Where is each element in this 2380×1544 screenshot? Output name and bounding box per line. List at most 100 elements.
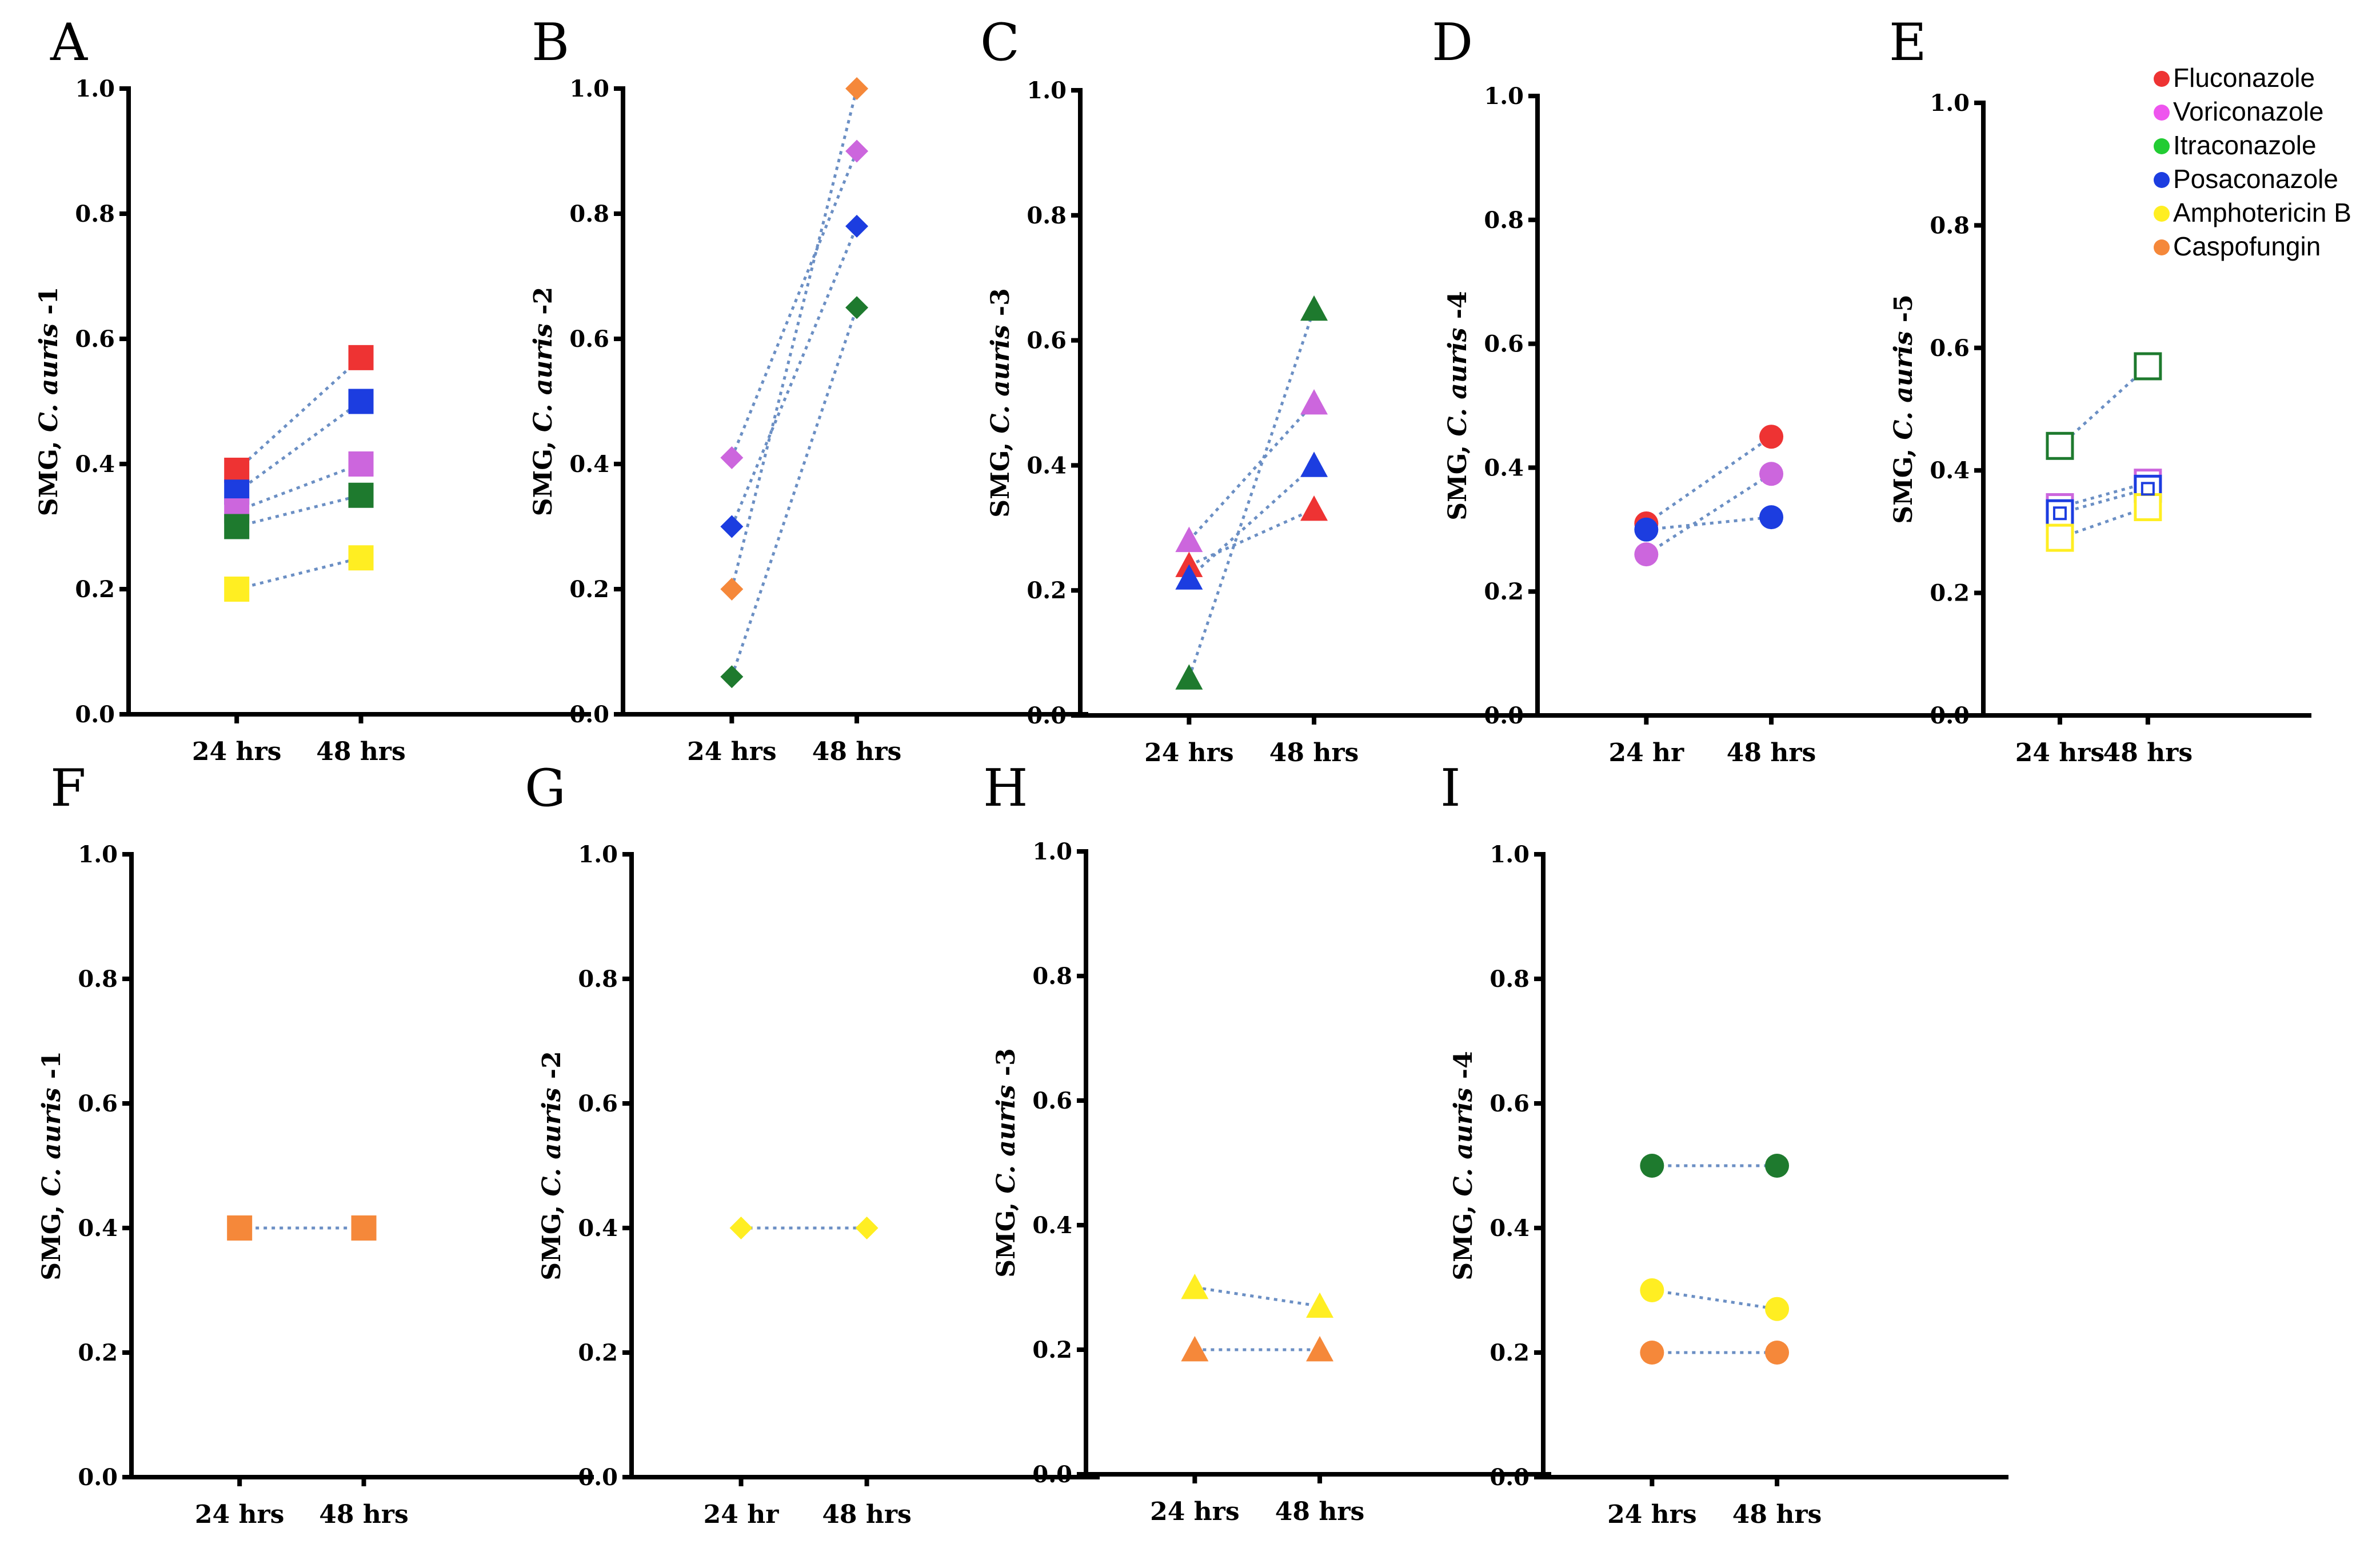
x-tick-label: 24 hrs (195, 1500, 285, 1529)
point-voriconazole-24h (720, 446, 744, 470)
point-amphotericin-b-24h (1181, 1274, 1209, 1299)
y-tick-label: 0.4 (569, 451, 609, 478)
connector-itraconazole (236, 494, 362, 528)
x-tick-label: 24 hrs (1607, 1500, 1697, 1529)
panel-i: I 0.0 0.2 0.4 0.6 0.8 1.0 24 hrs 48 hrs SMG, C. a… (1440, 758, 2008, 1529)
y-tick-label: 1.0 (1930, 90, 1970, 117)
connector-posaconazole (235, 400, 362, 494)
point-caspofungin-48h (1306, 1336, 1334, 1362)
legend-marker (2154, 206, 2170, 222)
x-tick-label: 24 hrs (2015, 738, 2105, 767)
y-tick-label: 0.2 (75, 576, 115, 603)
legend-marker (2154, 172, 2170, 188)
point-voriconazole-48h (1300, 389, 1328, 415)
y-tick-label: 0.8 (569, 201, 609, 227)
y-tick-label: 1.0 (1490, 841, 1530, 868)
connector-posaconazole (730, 225, 858, 527)
point-voriconazole-24h (1175, 526, 1203, 553)
x-tick-label: 24 hr (1608, 738, 1684, 767)
point-voriconazole-48h (845, 139, 869, 163)
x-tick-label: 24 hrs (1144, 738, 1234, 767)
panel-letter: D (1432, 13, 1473, 73)
connector-voriconazole (236, 462, 362, 513)
x-tick-label: 24 hrs (687, 737, 777, 766)
point-posaconazole-24h (2046, 499, 2074, 527)
y-tick-label: 0.4 (1027, 452, 1067, 479)
y-tick-label: 0.4 (578, 1215, 618, 1242)
x-tick-label: 24 hrs (1150, 1497, 1240, 1526)
connector-voriconazole (1188, 402, 1315, 542)
point-itraconazole-48h (348, 482, 374, 508)
x-tick-label: 48 hrs (822, 1500, 912, 1529)
panel-letter: E (1889, 13, 1927, 73)
y-tick-label: 0.0 (569, 701, 609, 728)
legend-label: Voriconazole (2173, 97, 2323, 126)
y-tick-label: 0.8 (1490, 966, 1530, 993)
y-axis-label: SMG, C. auris -5 (1889, 294, 1918, 523)
y-tick-label: 0.4 (78, 1215, 118, 1242)
connector-fluconazole (1188, 507, 1315, 567)
connector-voriconazole (1645, 473, 1772, 556)
panel-letter: A (50, 13, 88, 73)
point-itraconazole-48h (2134, 352, 2162, 381)
legend-marker (2154, 239, 2170, 255)
legend-label: Amphotericin B (2173, 198, 2351, 227)
connector-posaconazole (1646, 515, 1772, 531)
x-tick-label: 48 hrs (2103, 738, 2193, 767)
point-itraconazole-48h (1300, 295, 1328, 321)
point-fluconazole-48h (1300, 495, 1328, 521)
point-posaconazole-48h (1300, 451, 1328, 477)
y-tick-label: 0.0 (75, 701, 115, 728)
point-amphotericin-b-48h (1306, 1292, 1334, 1318)
panel-c: C 0.0 0.2 0.4 0.6 0.8 1.0 24 hrs 48 hrs SMG, C. a… (980, 13, 1546, 767)
point-posaconazole-24h (1175, 564, 1203, 590)
legend-label: Posaconazole (2173, 164, 2338, 194)
y-tick-label: 0.4 (1930, 457, 1970, 484)
y-tick-label: 0.6 (78, 1090, 118, 1117)
y-tick-label: 0.0 (1484, 702, 1524, 729)
y-axis-label: SMG, C. auris -3 (986, 288, 1015, 517)
y-tick-label: 0.2 (569, 576, 609, 603)
panel-a: A 0.0 0.2 0.4 0.6 0.8 1.0 24 hrs 48 hrs SMG, C. a… (34, 13, 591, 766)
y-tick-label: 0.0 (578, 1464, 618, 1491)
x-tick-label: 48 hrs (1732, 1500, 1822, 1529)
point-itraconazole-48h (845, 296, 869, 319)
y-tick-label: 0.0 (78, 1464, 118, 1491)
connector-caspofungin (730, 88, 858, 590)
y-tick-label: 1.0 (75, 75, 115, 102)
point-caspofungin-24h (227, 1215, 253, 1241)
y-tick-label: 0.2 (1484, 578, 1524, 605)
y-tick-label: 0.4 (1484, 454, 1524, 481)
point-posaconazole-24h (720, 515, 744, 538)
x-tick-label: 48 hrs (1275, 1497, 1365, 1526)
panel-h: H 0.0 0.2 0.4 0.6 0.8 1.0 24 hrs 48 hrs SMG, C. a… (983, 758, 1551, 1526)
point-amphotericin-b-48h (348, 545, 374, 571)
point-posaconazole-24h (1634, 517, 1659, 542)
point-itraconazole-24h (1640, 1154, 1664, 1178)
legend-label: Itraconazole (2173, 130, 2317, 160)
point-itraconazole-24h (224, 514, 250, 539)
y-tick-label: 0.0 (1027, 702, 1067, 729)
point-posaconazole-48h (1759, 505, 1784, 530)
point-fluconazole-48h (348, 345, 374, 370)
y-tick-label: 0.8 (1930, 212, 1970, 239)
point-fluconazole-24h (224, 457, 250, 483)
point-amphotericin-b-24h (729, 1217, 753, 1239)
panel-f: F 0.0 0.2 0.4 0.6 0.8 1.0 24 hrs 48 hrs SMG, C. a… (37, 758, 594, 1529)
panel-letter: C (980, 13, 1020, 73)
y-tick-label: 0.0 (1930, 702, 1970, 729)
y-tick-label: 0.8 (1027, 202, 1067, 229)
panel-letter: F (50, 758, 86, 818)
y-tick-label: 1.0 (1484, 83, 1524, 110)
point-itraconazole-24h (1175, 664, 1203, 690)
panel-b: B 0.0 0.2 0.4 0.6 0.8 1.0 24 hrs 48 hrs SMG, C. a… (529, 13, 1088, 766)
legend-marker (2154, 138, 2170, 154)
point-caspofungin-24h (720, 578, 744, 601)
point-inner-marker (2141, 482, 2155, 496)
y-axis-label: SMG, C. auris -1 (37, 1051, 66, 1280)
x-tick-label: 48 hrs (1269, 738, 1359, 767)
y-tick-label: 0.8 (1484, 207, 1524, 234)
